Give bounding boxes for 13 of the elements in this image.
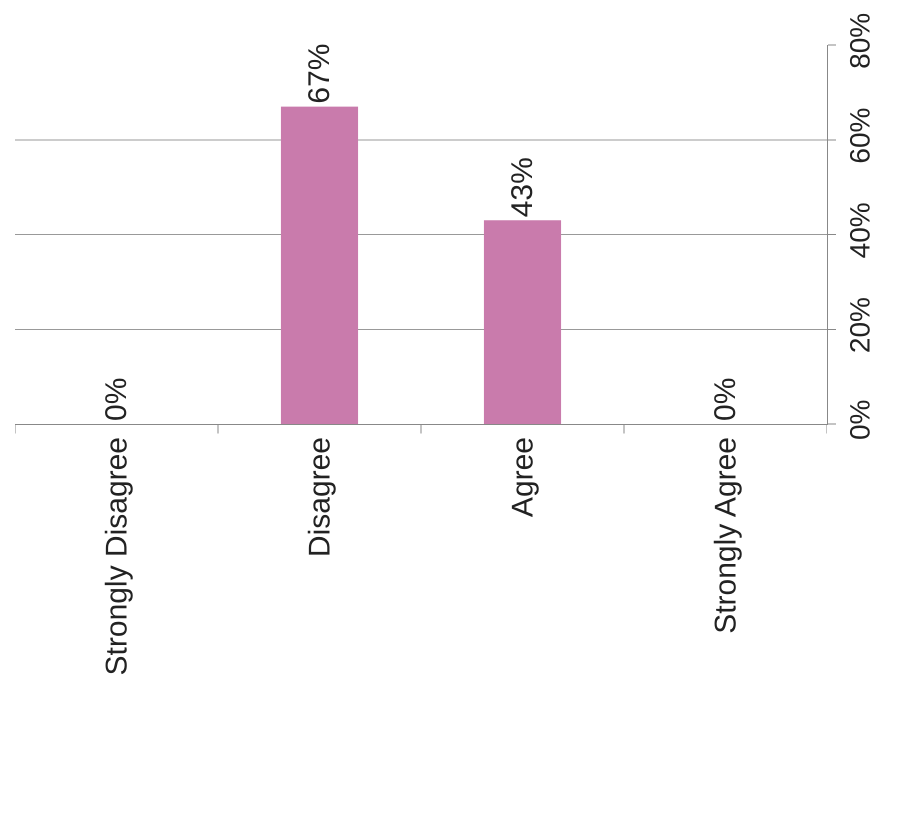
- y-tick-label: 80%: [844, 12, 876, 69]
- data-label: 0%: [100, 378, 133, 421]
- y-tick-label: 60%: [844, 108, 876, 164]
- data-label: 43%: [506, 157, 539, 218]
- y-tick-label: 20%: [844, 297, 876, 354]
- y-tick-label: 40%: [844, 202, 876, 258]
- x-tick-label: Agree: [506, 437, 540, 518]
- x-tick-label: Disagree: [303, 437, 336, 558]
- x-tick-label: Strongly Disagree: [100, 437, 134, 676]
- x-tick-label: Strongly Agree: [709, 437, 742, 634]
- data-label: 0%: [709, 378, 742, 421]
- data-label: 67%: [303, 44, 336, 104]
- y-tick-label: 0%: [844, 400, 876, 440]
